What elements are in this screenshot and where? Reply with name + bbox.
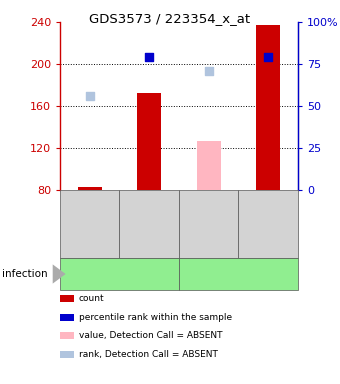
- Text: GSM321605: GSM321605: [204, 197, 213, 252]
- Point: [266, 54, 271, 60]
- Bar: [256, 25, 280, 190]
- Text: count: count: [79, 295, 104, 303]
- Bar: [78, 187, 102, 190]
- Point: [206, 68, 211, 74]
- Point: [87, 93, 92, 99]
- Text: control: control: [219, 269, 258, 279]
- Text: infection: infection: [2, 269, 47, 279]
- Text: value, Detection Call = ABSENT: value, Detection Call = ABSENT: [79, 331, 222, 340]
- Text: GSM321606: GSM321606: [264, 197, 273, 252]
- Text: percentile rank within the sample: percentile rank within the sample: [79, 313, 232, 322]
- Text: rank, Detection Call = ABSENT: rank, Detection Call = ABSENT: [79, 350, 218, 359]
- Text: GSM321608: GSM321608: [145, 197, 154, 252]
- Bar: [197, 141, 221, 190]
- Text: C. pneumonia: C. pneumonia: [81, 269, 158, 279]
- Text: GDS3573 / 223354_x_at: GDS3573 / 223354_x_at: [89, 12, 251, 25]
- Text: GSM321607: GSM321607: [85, 197, 94, 252]
- Bar: [137, 93, 161, 190]
- Point: [147, 54, 152, 60]
